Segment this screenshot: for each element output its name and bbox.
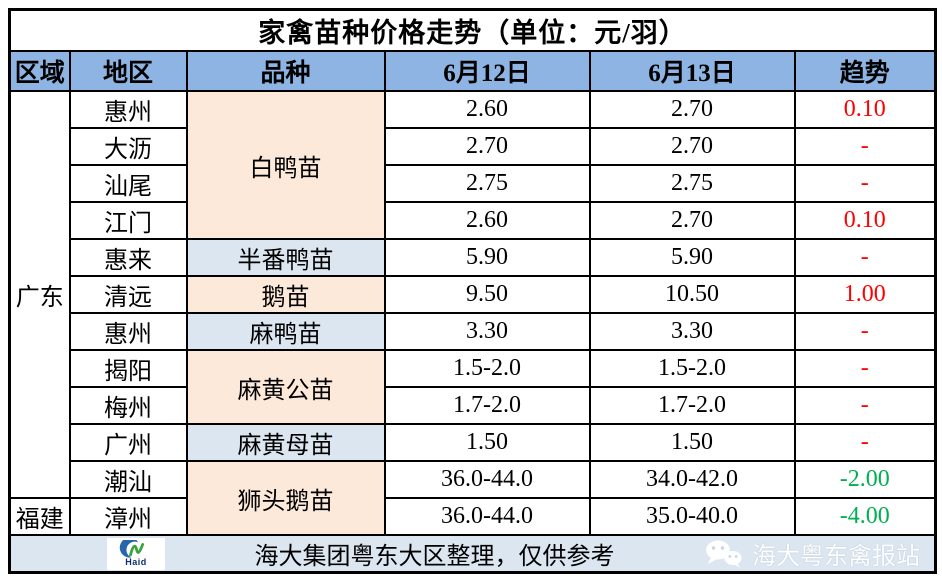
area-cell: 清远 — [68, 275, 188, 314]
trend-cell: 0.10 — [793, 201, 937, 240]
area-cell: 汕尾 — [68, 164, 188, 203]
price-jun13-cell: 3.30 — [588, 312, 796, 351]
area-cell: 潮汕 — [68, 460, 188, 499]
price-jun12-cell: 2.75 — [383, 164, 591, 203]
col-header-date1: 6月12日 — [383, 50, 591, 92]
price-jun13-cell: 2.70 — [588, 90, 796, 129]
col-header-variety: 品种 — [185, 50, 386, 92]
price-jun12-cell: 5.90 — [383, 238, 591, 277]
area-cell: 广州 — [68, 423, 188, 462]
area-cell: 惠州 — [68, 312, 188, 351]
area-cell: 梅州 — [68, 386, 188, 425]
footer-row: Haid 海大集团粤东大区整理，仅供参考 — [8, 534, 937, 574]
variety-cell-lionhead-goose: 狮头鹅苗 — [185, 460, 386, 536]
area-cell: 惠来 — [68, 238, 188, 277]
table-row: 大沥 2.70 2.70 - — [10, 127, 937, 166]
table-row: 惠州 麻鸭苗 3.30 3.30 - — [10, 312, 937, 351]
price-jun12-cell: 2.60 — [383, 90, 591, 129]
area-cell: 揭阳 — [68, 349, 188, 388]
haid-logo-label: Haid — [125, 557, 147, 567]
haid-logo-icon — [119, 540, 153, 560]
price-jun12-cell: 3.30 — [383, 312, 591, 351]
trend-cell: - — [793, 349, 937, 388]
variety-cell-muscovy-duck: 半番鸭苗 — [185, 238, 386, 277]
table-row: 清远 鹅苗 9.50 10.50 1.00 — [10, 275, 937, 314]
area-cell: 惠州 — [68, 90, 188, 129]
table-row: 惠来 半番鸭苗 5.90 5.90 - — [10, 238, 937, 277]
col-header-trend: 趋势 — [793, 50, 937, 92]
col-header-date2: 6月13日 — [588, 50, 796, 92]
trend-cell: - — [793, 127, 937, 166]
table-row: 汕尾 2.75 2.75 - — [10, 164, 937, 203]
wechat-account-name: 海大粤东禽报站 — [752, 544, 921, 570]
haid-logo: Haid — [107, 537, 165, 570]
footer-band: Haid 海大集团粤东大区整理，仅供参考 — [8, 534, 937, 574]
price-jun12-cell: 1.7-2.0 — [383, 386, 591, 425]
table-row: 江门 2.60 2.70 0.10 — [10, 201, 937, 240]
price-jun12-cell: 2.70 — [383, 127, 591, 166]
price-jun13-cell: 35.0-40.0 — [588, 497, 796, 536]
wechat-badge: 海大粤东禽报站 — [704, 537, 933, 571]
page-title: 家禽苗种价格走势（单位：元/羽） — [8, 8, 937, 52]
price-table-sheet: 家禽苗种价格走势（单位：元/羽） 区域 地区 品种 6月12日 6月13日 趋势… — [8, 8, 938, 574]
trend-cell: 1.00 — [793, 275, 937, 314]
header-row: 区域 地区 品种 6月12日 6月13日 趋势 — [8, 50, 937, 92]
price-jun13-cell: 10.50 — [588, 275, 796, 314]
variety-cell-mahuang-male: 麻黄公苗 — [185, 349, 386, 425]
price-jun12-cell: 36.0-44.0 — [383, 497, 591, 536]
price-jun13-cell: 2.75 — [588, 164, 796, 203]
table-row: 潮汕 狮头鹅苗 36.0-44.0 34.0-42.0 -2.00 — [10, 460, 937, 536]
trend-cell: -4.00 — [793, 497, 937, 536]
price-jun12-cell: 9.50 — [383, 275, 591, 314]
area-cell: 江门 — [68, 201, 188, 240]
wechat-icon — [704, 538, 744, 570]
col-header-region: 区域 — [8, 50, 71, 92]
area-cell: 漳州 — [68, 497, 188, 536]
price-jun13-cell: 5.90 — [588, 238, 796, 277]
price-jun13-cell: 1.7-2.0 — [588, 386, 796, 425]
table-row: 广东 惠州 白鸭苗 2.60 2.70 0.10 — [8, 90, 937, 499]
price-jun12-cell: 1.5-2.0 — [383, 349, 591, 388]
table-row: 福建 漳州 36.0-44.0 35.0-40.0 -4.00 — [8, 497, 937, 536]
variety-cell-mahuang-female: 麻黄母苗 — [185, 423, 386, 462]
price-jun12-cell: 36.0-44.0 — [383, 460, 591, 499]
trend-cell: 0.10 — [793, 90, 937, 129]
price-jun12-cell: 2.60 — [383, 201, 591, 240]
trend-cell: - — [793, 423, 937, 462]
price-jun13-cell: 34.0-42.0 — [588, 460, 796, 499]
table-row: 揭阳 麻黄公苗 1.5-2.0 1.5-2.0 - — [10, 349, 937, 425]
price-table: 家禽苗种价格走势（单位：元/羽） 区域 地区 品种 6月12日 6月13日 趋势… — [8, 8, 938, 574]
variety-cell-goose: 鹅苗 — [185, 275, 386, 314]
trend-cell: - — [793, 164, 937, 203]
table-row: 梅州 1.7-2.0 1.7-2.0 - — [10, 386, 937, 425]
variety-cell-white-duck: 白鸭苗 — [185, 90, 386, 240]
price-jun13-cell: 1.5-2.0 — [588, 349, 796, 388]
title-row: 家禽苗种价格走势（单位：元/羽） — [8, 8, 937, 52]
area-cell: 大沥 — [68, 127, 188, 166]
trend-cell: - — [793, 238, 937, 277]
footer-note: 海大集团粤东大区整理，仅供参考 — [254, 544, 615, 570]
price-jun12-cell: 1.50 — [383, 423, 591, 462]
trend-cell: - — [793, 312, 937, 351]
price-jun13-cell: 2.70 — [588, 201, 796, 240]
trend-cell: -2.00 — [793, 460, 937, 499]
price-jun13-cell: 2.70 — [588, 127, 796, 166]
variety-cell-sheldrake-duck: 麻鸭苗 — [185, 312, 386, 351]
col-header-area: 地区 — [68, 50, 188, 92]
price-jun13-cell: 1.50 — [588, 423, 796, 462]
trend-cell: - — [793, 386, 937, 425]
region-cell-fujian: 福建 — [8, 497, 71, 536]
region-cell-guangdong: 广东 — [8, 90, 71, 499]
table-row: 广州 麻黄母苗 1.50 1.50 - — [10, 423, 937, 462]
